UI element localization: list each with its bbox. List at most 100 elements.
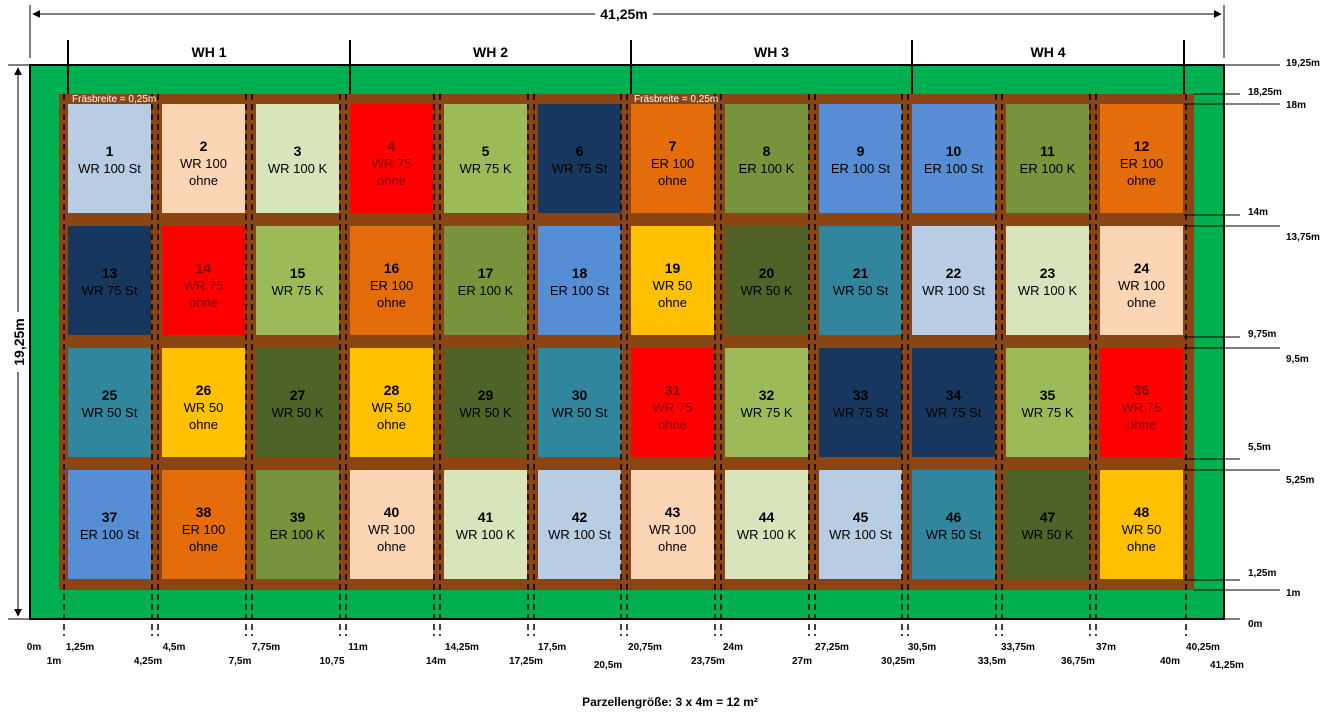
plot-treatment: WR 100 St bbox=[829, 527, 892, 542]
bottom-dimension-label: 7,75m bbox=[252, 642, 280, 653]
plot-treatment: ER 100 bbox=[651, 156, 694, 171]
plot-cell: 10 ER 100 St bbox=[912, 104, 995, 213]
right-dimension-label: 19,25m bbox=[1286, 58, 1320, 69]
plot-treatment: ER 100 St bbox=[80, 527, 140, 542]
plot-cell: 11 ER 100 K bbox=[1006, 104, 1089, 213]
plot-size-caption: Parzellengröße: 3 x 4m = 12 m² bbox=[582, 695, 758, 709]
bottom-dimension-label: 17,25m bbox=[509, 656, 543, 667]
plot-fill bbox=[350, 104, 433, 213]
plot-fill bbox=[1006, 226, 1089, 335]
plot-treatment: ER 100 St bbox=[924, 161, 984, 176]
plot-treatment: WR 50 St bbox=[82, 405, 138, 420]
plot-fill bbox=[162, 470, 245, 579]
group-label: WH 2 bbox=[473, 44, 508, 60]
plot-fill bbox=[256, 226, 339, 335]
plot-treatment-suffix: ohne bbox=[377, 173, 406, 188]
plot-cell: 1 WR 100 St bbox=[68, 104, 151, 213]
plot-treatment-suffix: ohne bbox=[189, 417, 218, 432]
plot-treatment: WR 75 St bbox=[82, 283, 138, 298]
plot-number: 17 bbox=[478, 265, 494, 281]
plot-treatment-suffix: ohne bbox=[658, 173, 687, 188]
plot-fill bbox=[631, 104, 714, 213]
plot-fill bbox=[819, 348, 902, 457]
bottom-dimension-label: 1m bbox=[47, 656, 62, 667]
plot-treatment: WR 50 K bbox=[459, 405, 511, 420]
bottom-dimension-label: 7,5m bbox=[229, 656, 252, 667]
plot-treatment: WR 100 St bbox=[78, 161, 141, 176]
plot-treatment-suffix: ohne bbox=[377, 539, 406, 554]
plot-cell: 7 ER 100 ohne bbox=[631, 104, 714, 213]
plot-number: 3 bbox=[294, 143, 302, 159]
plot-number: 25 bbox=[102, 387, 118, 403]
plot-fill bbox=[256, 104, 339, 213]
right-dimension-label: 13,75m bbox=[1286, 232, 1320, 243]
plot-treatment: ER 100 bbox=[1120, 156, 1163, 171]
plot-number: 14 bbox=[196, 260, 212, 276]
overall-width-label-bg bbox=[595, 6, 653, 22]
right-dimension-label: 9,5m bbox=[1286, 354, 1309, 365]
plot-fill bbox=[162, 348, 245, 457]
plot-cell: 43 WR 100 ohne bbox=[631, 470, 714, 579]
plot-number: 18 bbox=[572, 265, 588, 281]
plot-fill bbox=[819, 104, 902, 213]
plot-number: 32 bbox=[759, 387, 775, 403]
plot-number: 43 bbox=[665, 504, 681, 520]
plot-number: 40 bbox=[384, 504, 400, 520]
plot-fill bbox=[1100, 348, 1183, 457]
plot-number: 1 bbox=[106, 143, 114, 159]
plot-fill bbox=[912, 470, 995, 579]
plot-treatment: WR 100 K bbox=[456, 527, 516, 542]
bottom-dimension-label: 27m bbox=[792, 656, 812, 667]
plot-treatment: ER 100 bbox=[370, 278, 413, 293]
plot-number: 26 bbox=[196, 382, 212, 398]
plot-fill bbox=[444, 104, 527, 213]
plot-treatment: ER 100 St bbox=[831, 161, 891, 176]
plot-cell: 42 WR 100 St bbox=[538, 470, 621, 579]
plot-treatment: WR 100 bbox=[1118, 278, 1165, 293]
plot-fill bbox=[350, 226, 433, 335]
plot-treatment: WR 100 bbox=[368, 522, 415, 537]
plot-treatment-suffix: ohne bbox=[658, 295, 687, 310]
plot-treatment: WR 75 K bbox=[740, 405, 792, 420]
plot-number: 44 bbox=[759, 509, 775, 525]
plot-cell: 41 WR 100 K bbox=[444, 470, 527, 579]
plot-cell: 37 ER 100 St bbox=[68, 470, 151, 579]
plot-cell: 15 WR 75 K bbox=[256, 226, 339, 335]
milling-width-label-2: Fräsbreite = 0,25m bbox=[634, 94, 718, 105]
right-dimension-label: 0m bbox=[1248, 619, 1263, 630]
plot-cell: 48 WR 50 ohne bbox=[1100, 470, 1183, 579]
plot-number: 29 bbox=[478, 387, 494, 403]
plot-number: 46 bbox=[946, 509, 962, 525]
plot-treatment: WR 100 K bbox=[737, 527, 797, 542]
plot-treatment: WR 75 K bbox=[459, 161, 511, 176]
bottom-dimension-label: 17,5m bbox=[538, 642, 566, 653]
group-headers: WH 1 WH 2 WH 3 WH 4 bbox=[67, 40, 1185, 94]
plot-fill bbox=[912, 348, 995, 457]
plot-treatment-suffix: ohne bbox=[189, 539, 218, 554]
plot-cell: 13 WR 75 St bbox=[68, 226, 151, 335]
plot-cell: 24 WR 100 ohne bbox=[1100, 226, 1183, 335]
plot-fill bbox=[912, 226, 995, 335]
bottom-dimension-label: 4,25m bbox=[134, 656, 162, 667]
milling-lines bbox=[63, 94, 1187, 636]
plot-treatment: WR 75 bbox=[1122, 400, 1162, 415]
plot-fill bbox=[819, 470, 902, 579]
bottom-dimension-label: 4,5m bbox=[163, 642, 186, 653]
bottom-dimension-label: 37m bbox=[1096, 642, 1116, 653]
plot-fill bbox=[725, 104, 808, 213]
plot-cell: 45 WR 100 St bbox=[819, 470, 902, 579]
plot-fill bbox=[1006, 470, 1089, 579]
plot-number: 48 bbox=[1134, 504, 1150, 520]
plot-number: 31 bbox=[665, 382, 681, 398]
plot-fill bbox=[68, 104, 151, 213]
plot-treatment-suffix: ohne bbox=[189, 173, 218, 188]
bottom-dimension-label: 14,25m bbox=[445, 642, 479, 653]
plot-cell: 25 WR 50 St bbox=[68, 348, 151, 457]
plot-treatment-suffix: ohne bbox=[377, 417, 406, 432]
plot-treatment: WR 50 St bbox=[926, 527, 982, 542]
group-label: WH 4 bbox=[1031, 44, 1066, 60]
plot-treatment: ER 100 K bbox=[739, 161, 795, 176]
bottom-dimension-label: 14m bbox=[426, 656, 446, 667]
plot-treatment: WR 75 bbox=[653, 400, 693, 415]
plot-number: 38 bbox=[196, 504, 212, 520]
